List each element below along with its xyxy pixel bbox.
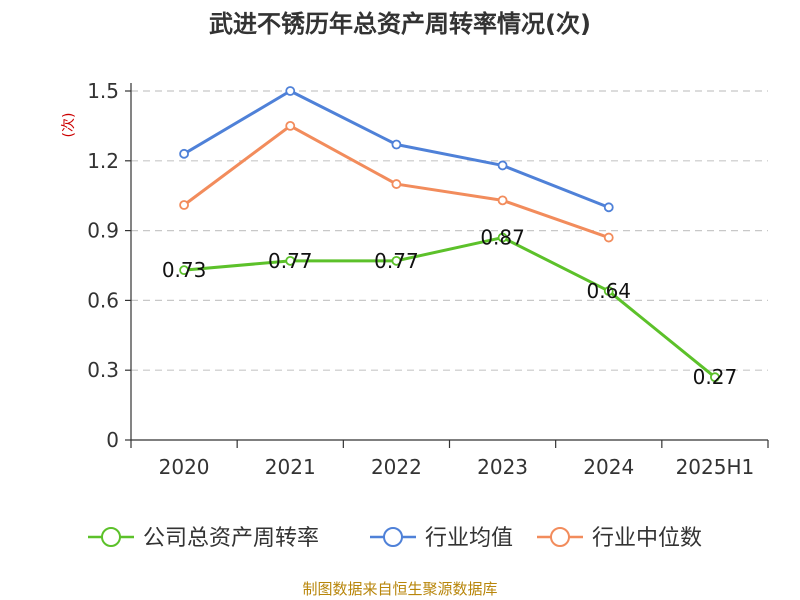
grid-lines — [131, 90, 768, 371]
legend-swatch-marker — [101, 527, 121, 547]
x-tick-label: 2020 — [159, 455, 210, 479]
data-label: 0.64 — [586, 279, 631, 303]
legend-swatch-marker — [550, 527, 570, 547]
data-point — [285, 121, 296, 131]
legend: 公司总资产周转率 行业均值 行业中位数 — [88, 526, 702, 551]
data-point — [497, 232, 508, 243]
legend-label: 行业均值 — [425, 526, 513, 551]
data-point — [285, 255, 296, 266]
axes: 0 0.3 0.6 0.9 1.2 1.5 2020 2021 2022 2023 2024 2025… — [87, 79, 769, 479]
x-tick-label: 2023 — [477, 455, 528, 479]
data-point — [497, 195, 508, 206]
x-tick-label: 2024 — [583, 455, 634, 479]
y-tick-label: 0 — [106, 428, 119, 452]
y-axis-label: (次) — [61, 113, 77, 138]
y-tick-label: 1.5 — [87, 79, 119, 103]
y-tick-label: 0.3 — [87, 358, 119, 382]
y-tick-label: 0.6 — [87, 288, 119, 312]
data-point — [603, 286, 614, 296]
x-tick-label: 2025H1 — [676, 455, 755, 479]
data-point — [391, 139, 402, 150]
series-line — [183, 236, 716, 379]
legend-label: 公司总资产周转率 — [143, 526, 319, 551]
data-point — [179, 200, 189, 210]
data-label: 0.77 — [268, 249, 313, 273]
data-point — [710, 372, 720, 383]
series-1 — [179, 86, 614, 213]
data-label: 0.27 — [693, 365, 738, 389]
data-point — [391, 179, 402, 189]
legend-swatch-marker — [383, 527, 403, 547]
source-note: 制图数据来自恒生聚源数据库 — [302, 580, 497, 598]
series-group: 0.73 0.77 0.77 0.87 0.64 0.27 — [162, 86, 737, 390]
data-point — [603, 202, 614, 213]
x-tick-label: 2021 — [265, 455, 316, 479]
data-point — [179, 265, 189, 276]
data-point — [603, 232, 614, 243]
legend-label: 行业中位数 — [592, 526, 702, 551]
chart-title: 武进不锈历年总资产周转率情况(次) — [209, 10, 591, 38]
y-tick-label: 1.2 — [87, 149, 119, 173]
series-0: 0.73 0.77 0.77 0.87 0.64 0.27 — [162, 226, 737, 390]
data-point — [285, 86, 296, 96]
series-2 — [179, 121, 614, 243]
y-tick-label: 0.9 — [87, 219, 119, 243]
x-tick-label: 2022 — [371, 455, 422, 479]
data-point — [497, 160, 508, 171]
data-point — [179, 148, 189, 159]
data-label: 0.87 — [480, 226, 525, 250]
data-label: 0.77 — [374, 249, 419, 273]
data-point — [391, 255, 402, 266]
data-label: 0.73 — [162, 258, 207, 282]
